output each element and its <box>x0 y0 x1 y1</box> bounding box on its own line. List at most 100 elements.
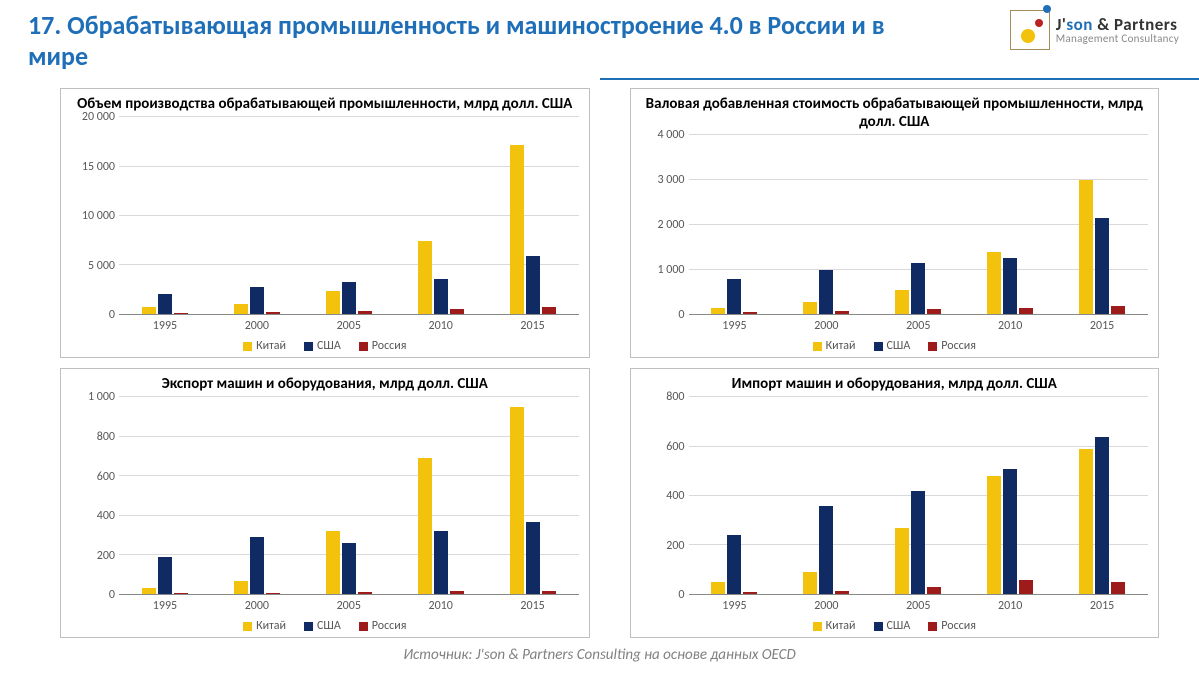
bar-usa <box>911 491 925 594</box>
chart-legend: Китай США Россия <box>71 339 579 353</box>
bar-russia <box>1111 582 1125 594</box>
bar-group <box>119 397 211 594</box>
y-tick-label: 1 000 <box>657 263 684 277</box>
legend-swatch <box>243 622 252 631</box>
bar-russia <box>1019 308 1033 315</box>
x-tick-label: 2000 <box>780 599 872 613</box>
legend-swatch <box>928 622 937 631</box>
y-tick-label: 0 <box>678 588 684 602</box>
bar-china <box>418 241 432 315</box>
bar-china <box>803 302 817 315</box>
bar-group <box>303 397 395 594</box>
x-tick-label: 2010 <box>395 599 487 613</box>
legend-swatch <box>874 622 883 631</box>
legend-label: США <box>317 619 341 633</box>
bar-china <box>510 145 524 314</box>
legend-label: Китай <box>256 619 286 633</box>
bar-russia <box>450 309 464 314</box>
logo-icon <box>1010 10 1050 50</box>
source-text: Источник: J'son & Partners Consulting на… <box>0 646 1199 664</box>
x-tick-label: 2015 <box>1056 599 1148 613</box>
charts-grid: Объем производства обрабатывающей промыш… <box>0 84 1199 638</box>
chart-production: Объем производства обрабатывающей промыш… <box>60 88 590 358</box>
bar-russia <box>927 309 941 314</box>
bar-china <box>234 581 248 595</box>
legend-label: Россия <box>372 339 407 353</box>
bar-group <box>1056 397 1148 594</box>
y-tick-label: 0 <box>109 308 115 322</box>
bar-russia <box>1019 580 1033 595</box>
bar-usa <box>819 270 833 315</box>
bar-usa <box>727 279 741 315</box>
bar-china <box>711 582 725 594</box>
bar-russia <box>743 312 757 314</box>
x-axis: 19952000200520102015 <box>71 319 579 333</box>
y-axis: 01 0002 0003 0004 000 <box>641 135 689 315</box>
slide-title: 17. Обрабатывающая промышленность и маши… <box>28 10 928 72</box>
legend-label: США <box>887 619 911 633</box>
legend-swatch <box>359 622 368 631</box>
legend-label: Китай <box>826 339 856 353</box>
y-tick-label: 800 <box>97 430 115 444</box>
bar-group <box>872 397 964 594</box>
bar-usa <box>1095 218 1109 314</box>
bar-group <box>689 397 781 594</box>
slide-header: 17. Обрабатывающая промышленность и маши… <box>0 0 1199 72</box>
bar-russia <box>542 307 556 314</box>
chart-title: Импорт машин и оборудования, млрд долл. … <box>641 375 1149 397</box>
y-tick-label: 600 <box>97 470 115 484</box>
bar-china <box>1079 180 1093 314</box>
bar-usa <box>1003 469 1017 595</box>
chart-legend: Китай США Россия <box>641 339 1149 353</box>
legend-item-russia: Россия <box>359 619 407 633</box>
x-tick-label: 2010 <box>964 319 1056 333</box>
bar-china <box>987 252 1001 315</box>
plot-grid <box>119 117 579 315</box>
legend-label: США <box>317 339 341 353</box>
x-tick-label: 2005 <box>303 599 395 613</box>
legend-item-china: Китай <box>813 619 856 633</box>
bar-group <box>872 135 964 314</box>
legend-item-china: Китай <box>813 339 856 353</box>
x-tick-label: 2010 <box>395 319 487 333</box>
legend-swatch <box>928 342 937 351</box>
bar-group <box>780 397 872 594</box>
bar-group <box>780 135 872 314</box>
y-tick-label: 15 000 <box>82 160 115 174</box>
legend-item-russia: Россия <box>928 339 976 353</box>
bar-china <box>1079 449 1093 594</box>
chart-legend: КитайСШАРоссия <box>641 619 1149 633</box>
x-tick-label: 2010 <box>964 599 1056 613</box>
bar-group <box>303 117 395 314</box>
bar-group <box>211 117 303 314</box>
bar-china <box>987 476 1001 594</box>
x-tick-label: 1995 <box>119 319 211 333</box>
bar-russia <box>358 592 372 594</box>
y-tick-label: 10 000 <box>82 209 115 223</box>
x-axis: 19952000200520102015 <box>641 599 1149 613</box>
bar-usa <box>526 522 540 595</box>
plot-grid <box>689 397 1149 595</box>
x-axis: 19952000200520102015 <box>641 319 1149 333</box>
bar-china <box>418 458 432 594</box>
legend-item-usa: США <box>304 339 341 353</box>
y-tick-label: 0 <box>678 308 684 322</box>
bar-usa <box>342 543 356 594</box>
y-tick-label: 600 <box>666 440 684 454</box>
bar-russia <box>835 591 849 594</box>
legend-label: Китай <box>826 619 856 633</box>
y-axis: 02004006008001 000 <box>71 397 119 595</box>
x-tick-label: 1995 <box>689 319 781 333</box>
y-tick-label: 200 <box>666 539 684 553</box>
y-tick-label: 400 <box>666 489 684 503</box>
x-tick-label: 1995 <box>689 599 781 613</box>
legend-label: США <box>887 339 911 353</box>
legend-label: Китай <box>256 339 286 353</box>
chart-import: Импорт машин и оборудования, млрд долл. … <box>630 368 1160 638</box>
bar-china <box>803 572 817 594</box>
y-tick-label: 200 <box>97 549 115 563</box>
bar-usa <box>158 557 172 594</box>
legend-swatch <box>874 342 883 351</box>
y-axis: 0200400600800 <box>641 397 689 595</box>
bar-russia <box>542 591 556 595</box>
